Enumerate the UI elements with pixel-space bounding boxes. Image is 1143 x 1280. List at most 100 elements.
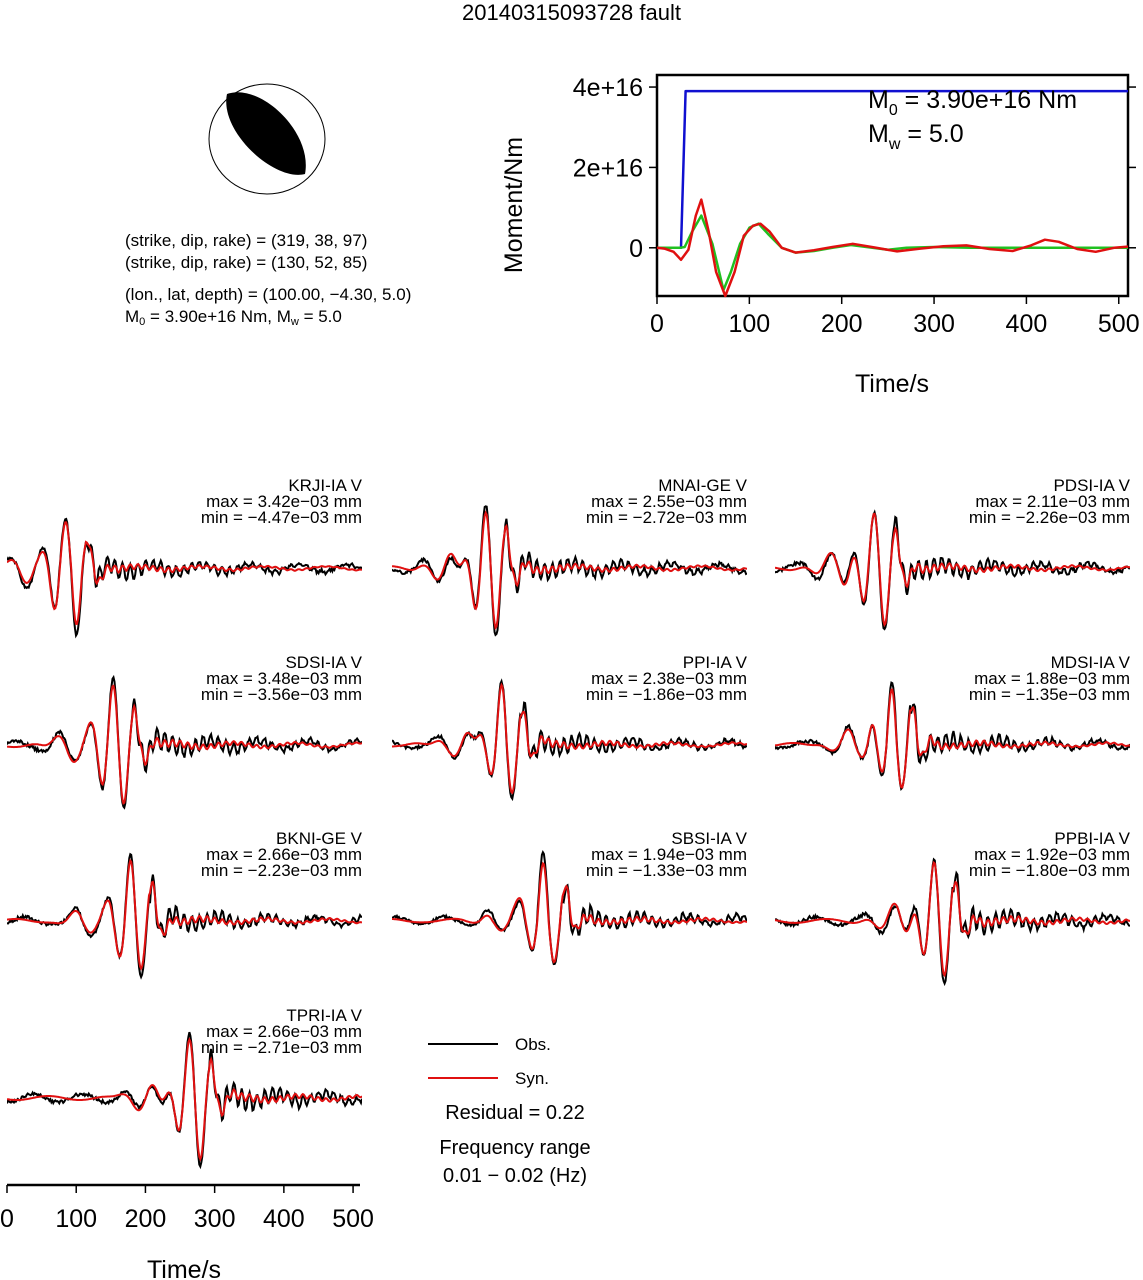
mw-annotation: Mw = 5.0 — [868, 120, 964, 153]
station-min: min = −2.71e−03 mm — [200, 1038, 362, 1057]
beachball-icon — [208, 83, 326, 195]
waveform-panel — [392, 505, 747, 637]
moment-summary: M0 = 3.90e+16 Nm, Mw = 5.0 — [125, 307, 342, 328]
mechanism-info: (strike, dip, rake) = (319, 38, 97) (str… — [125, 230, 411, 333]
synthetic-trace — [392, 510, 747, 631]
station-min: min = −3.56e−03 mm — [200, 685, 362, 704]
station-max: max = 2.66e−03 mm — [206, 1022, 362, 1041]
station-max: max = 1.92e−03 mm — [974, 845, 1130, 864]
synthetic-trace — [7, 858, 362, 971]
moment-ytick-label: 2e+16 — [573, 154, 643, 182]
station-name: MDSI-IA V — [1050, 653, 1130, 672]
moment-xtick-label: 400 — [1006, 310, 1048, 338]
waveform-panel — [775, 681, 1130, 792]
waveform-panel — [775, 857, 1130, 987]
waveform-panel — [392, 678, 747, 802]
waveform-xtick-label: 100 — [55, 1205, 97, 1233]
frequency-value: 0.01 − 0.02 (Hz) — [443, 1165, 587, 1187]
waveform-xlabel: Time/s — [147, 1256, 221, 1280]
station-min: min = −4.47e−03 mm — [200, 508, 362, 527]
synthetic-trace — [392, 682, 747, 795]
moment-plot-frame — [655, 73, 1130, 298]
waveform-panel — [7, 674, 362, 810]
station-name: SBSI-IA V — [671, 829, 747, 848]
station-name: TPRI-IA V — [286, 1006, 362, 1025]
observed-trace — [7, 852, 362, 980]
observed-trace — [7, 1031, 362, 1170]
station-min: min = −1.33e−03 mm — [585, 861, 747, 880]
station-max: max = 2.55e−03 mm — [591, 492, 747, 511]
moment-ytick-label: 4e+16 — [573, 74, 643, 102]
station-min: min = −2.23e−03 mm — [200, 861, 362, 880]
waveform-panel — [392, 850, 747, 966]
hypocenter-location: (lon., lat, depth) = (100.00, −4.30, 5.0… — [125, 285, 412, 304]
legend-syn-label: Syn. — [515, 1069, 549, 1088]
synthetic-trace — [775, 860, 1130, 978]
station-min: min = −1.86e−03 mm — [585, 685, 747, 704]
station-name: PPBI-IA V — [1054, 829, 1130, 848]
observed-trace — [775, 509, 1130, 631]
station-name: PPI-IA V — [682, 653, 747, 672]
waveform-xtick-label: 300 — [194, 1205, 236, 1233]
waveform-xtick-label: 400 — [263, 1205, 305, 1233]
synthetic-trace — [7, 521, 362, 625]
station-name: MNAI-GE V — [658, 476, 747, 495]
moment-series-synthetic — [656, 198, 1129, 298]
observed-trace — [392, 505, 747, 637]
residual-text: Residual = 0.22 — [445, 1102, 585, 1124]
station-max: max = 2.38e−03 mm — [591, 669, 747, 688]
observed-trace — [775, 857, 1130, 987]
station-min: min = −2.72e−03 mm — [585, 508, 747, 527]
observed-trace — [7, 674, 362, 810]
station-max: max = 2.66e−03 mm — [206, 845, 362, 864]
station-max: max = 1.94e−03 mm — [591, 845, 747, 864]
station-name: PDSI-IA V — [1053, 476, 1130, 495]
synthetic-trace — [775, 688, 1130, 789]
moment-xlabel: Time/s — [855, 370, 929, 398]
synthetic-trace — [392, 861, 747, 964]
waveform-panel — [775, 509, 1130, 631]
waveform-xtick-label: 0 — [0, 1205, 14, 1233]
legend: Obs. Syn. — [428, 1035, 551, 1088]
waveform-panel — [7, 1031, 362, 1170]
waveform-panel — [7, 852, 362, 980]
station-name: KRJI-IA V — [288, 476, 362, 495]
station-max: max = 2.11e−03 mm — [975, 492, 1130, 511]
moment-chart: 0 100 200 300 400 500 0 2e+16 4e+16 Moment/Nm Ti… — [500, 73, 1140, 398]
observed-trace — [775, 681, 1130, 792]
moment-xtick-label: 100 — [728, 310, 770, 338]
moment-ytick-label: 0 — [629, 235, 643, 263]
moment-xtick-label: 300 — [913, 310, 955, 338]
station-max: max = 3.42e−03 mm — [206, 492, 362, 511]
station-min: min = −1.35e−03 mm — [968, 685, 1130, 704]
observed-trace — [392, 678, 747, 802]
moment-xtick-label: 200 — [821, 310, 863, 338]
moment-xtick-label: 0 — [650, 310, 664, 338]
waveform-xtick-label: 200 — [125, 1205, 167, 1233]
station-max: max = 1.88e−03 mm — [974, 669, 1130, 688]
waveform-panel — [7, 517, 362, 639]
synthetic-trace — [7, 1037, 362, 1162]
synthetic-trace — [775, 512, 1130, 628]
observed-trace — [7, 517, 362, 639]
moment-ylabel: Moment/Nm — [500, 137, 528, 273]
synthetic-trace — [7, 684, 362, 805]
legend-obs-label: Obs. — [515, 1035, 551, 1054]
nodal-plane-1: (strike, dip, rake) = (319, 38, 97) — [125, 231, 368, 250]
waveform-time-axis: 0 100 200 300 400 500 Time/s — [0, 1183, 374, 1280]
frequency-title: Frequency range — [439, 1137, 591, 1159]
station-name: SDSI-IA V — [285, 653, 362, 672]
page-title: 20140315093728 fault — [462, 0, 681, 25]
station-max: max = 3.48e−03 mm — [206, 669, 362, 688]
nodal-plane-2: (strike, dip, rake) = (130, 52, 85) — [125, 253, 368, 272]
moment-series-moment_rate — [657, 214, 1128, 292]
station-name: BKNI-GE V — [276, 829, 362, 848]
